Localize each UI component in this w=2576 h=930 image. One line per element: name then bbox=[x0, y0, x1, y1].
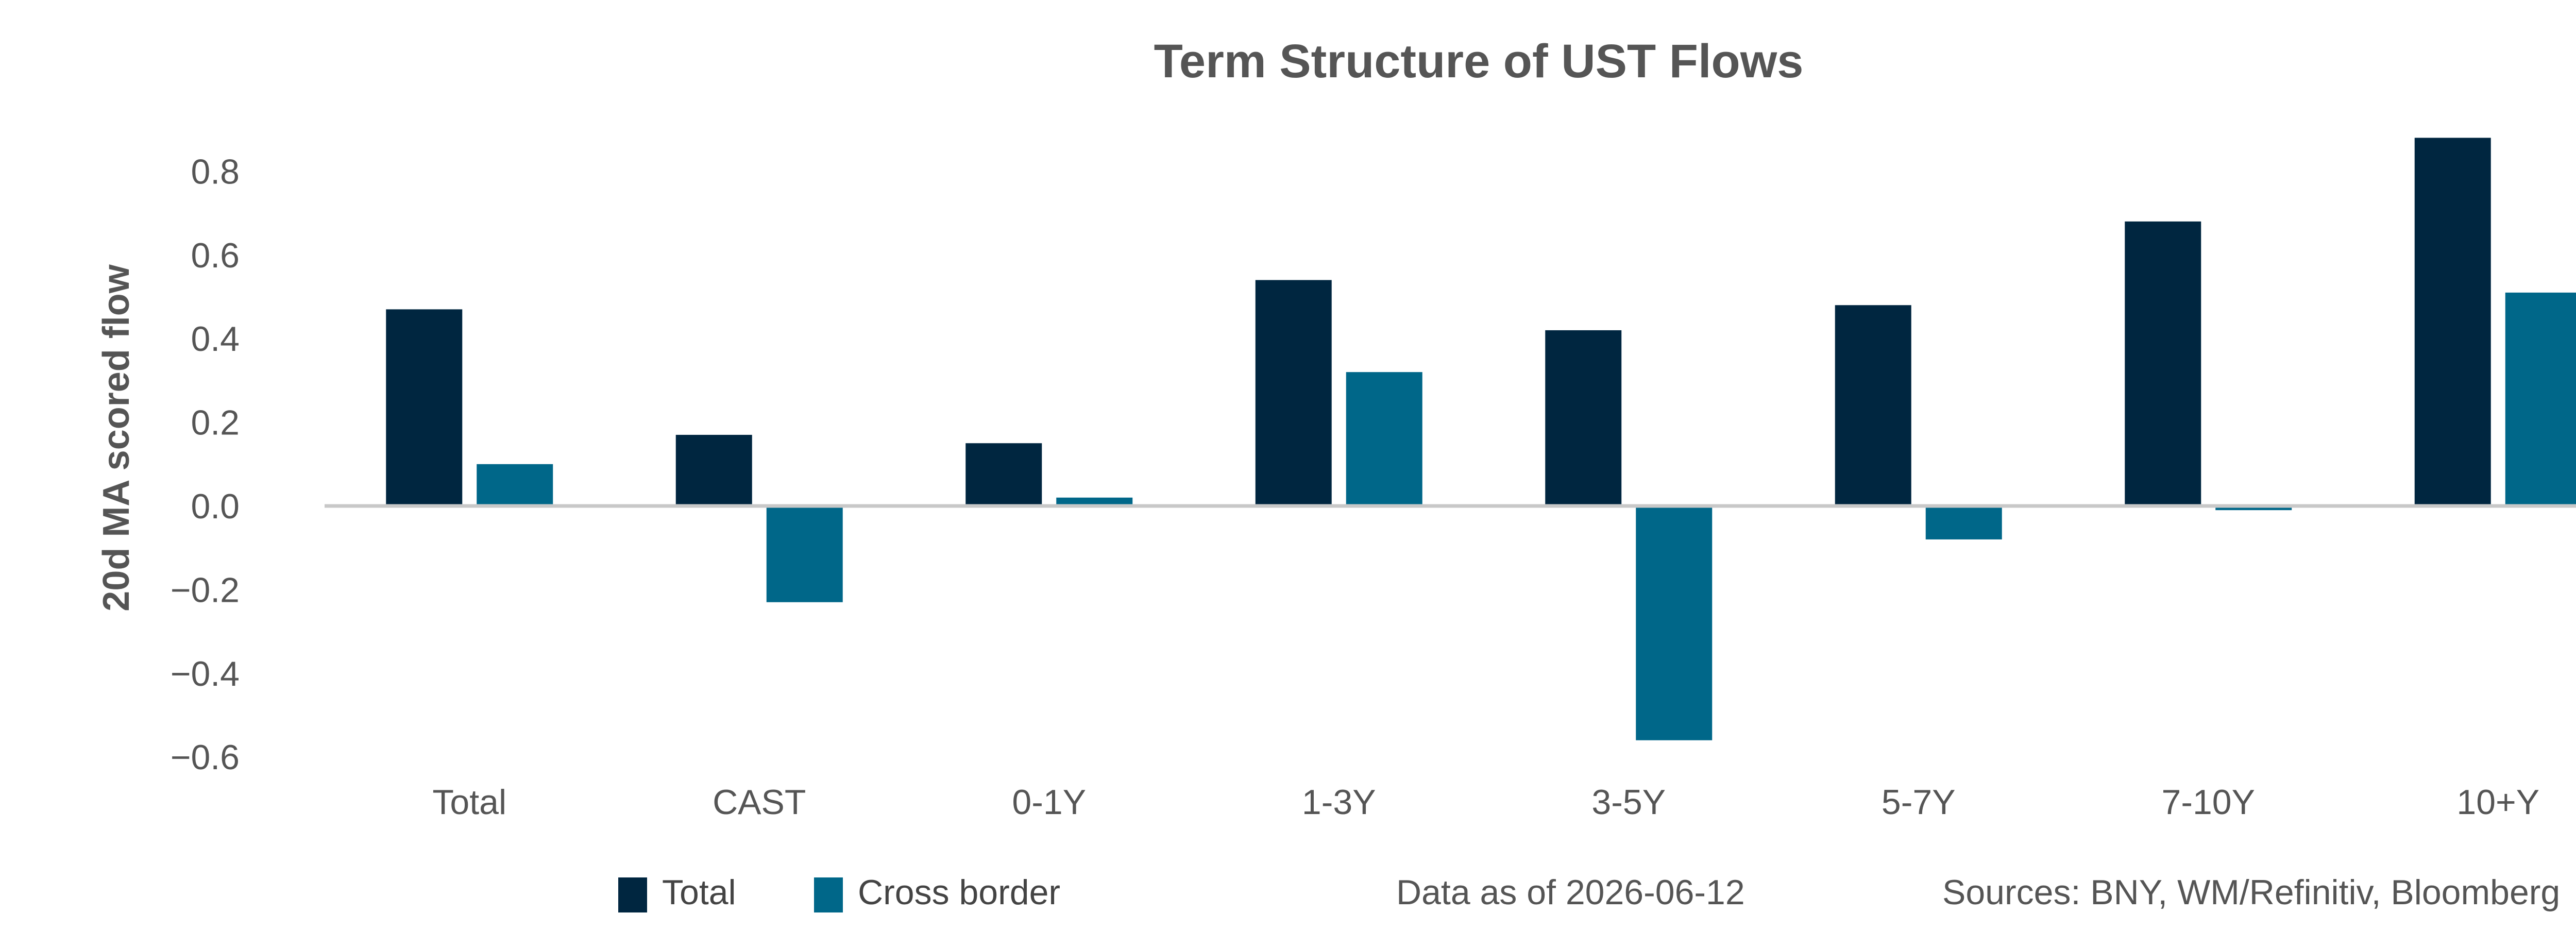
bar-total-cast bbox=[675, 434, 752, 506]
legend-swatch-cross-border bbox=[814, 877, 843, 912]
x-tick-label: CAST bbox=[713, 783, 806, 822]
bar-total-7-10y bbox=[2125, 221, 2201, 506]
bar-cross-border-1-3y bbox=[1346, 372, 1422, 506]
legend-swatch-total bbox=[618, 877, 647, 912]
x-tick-label: 10+Y bbox=[2456, 783, 2539, 822]
bar-total-1-3y bbox=[1255, 280, 1332, 506]
legend-label: Total bbox=[662, 873, 736, 912]
y-axis-label: 20d MA scored flow bbox=[96, 264, 137, 611]
y-tick-label: 0.8 bbox=[191, 152, 240, 191]
y-tick-label: 0.6 bbox=[191, 236, 240, 275]
x-tick-label: 5-7Y bbox=[1882, 783, 1956, 822]
x-tick-label: 1-3Y bbox=[1302, 783, 1376, 822]
bar-total-0-1y bbox=[965, 443, 1042, 506]
x-tick-label: 7-10Y bbox=[2162, 783, 2255, 822]
bar-total-3-5y bbox=[1545, 330, 1622, 506]
bar-cross-border-cast bbox=[766, 506, 843, 602]
y-axis-ticks: 0.8 0.6 0.4 0.2 0.0 −0.2 −0.4 −0.6 bbox=[171, 152, 240, 777]
bar-cross-border-3-5y bbox=[1636, 506, 1713, 740]
sources-note: Sources: BNY, WM/Refinitiv, Bloomberg bbox=[1942, 873, 2560, 912]
bar-cross-border-10-y bbox=[2505, 292, 2576, 506]
y-tick-label: −0.4 bbox=[171, 654, 240, 694]
data-date-note: Data as of 2026-06-12 bbox=[1396, 873, 1745, 912]
bar-cross-border-7-10y bbox=[2215, 506, 2292, 511]
bar-cross-border-0-1y bbox=[1056, 497, 1133, 506]
bar-total-total bbox=[386, 309, 463, 506]
y-tick-label: −0.2 bbox=[171, 570, 240, 610]
chart-title: Term Structure of UST Flows bbox=[1154, 35, 1804, 88]
y-tick-label: 0.0 bbox=[191, 487, 240, 526]
legend-label: Cross border bbox=[858, 873, 1060, 912]
x-tick-label: Total bbox=[432, 783, 506, 822]
bars bbox=[386, 138, 2576, 740]
bar-cross-border-5-7y bbox=[1925, 506, 2002, 539]
x-axis-labels: Total CAST 0-1Y 1-3Y 3-5Y 5-7Y 7-10Y 10+Y bbox=[432, 783, 2539, 822]
bar-cross-border-total bbox=[477, 464, 553, 506]
y-tick-label: 0.4 bbox=[191, 319, 240, 359]
y-tick-label: 0.2 bbox=[191, 403, 240, 443]
bar-total-10-y bbox=[2414, 138, 2491, 506]
legend: Total Cross border bbox=[618, 873, 1060, 912]
x-tick-label: 0-1Y bbox=[1012, 783, 1086, 822]
bar-total-5-7y bbox=[1835, 305, 1911, 506]
x-tick-label: 3-5Y bbox=[1591, 783, 1666, 822]
y-tick-label: −0.6 bbox=[171, 738, 240, 777]
